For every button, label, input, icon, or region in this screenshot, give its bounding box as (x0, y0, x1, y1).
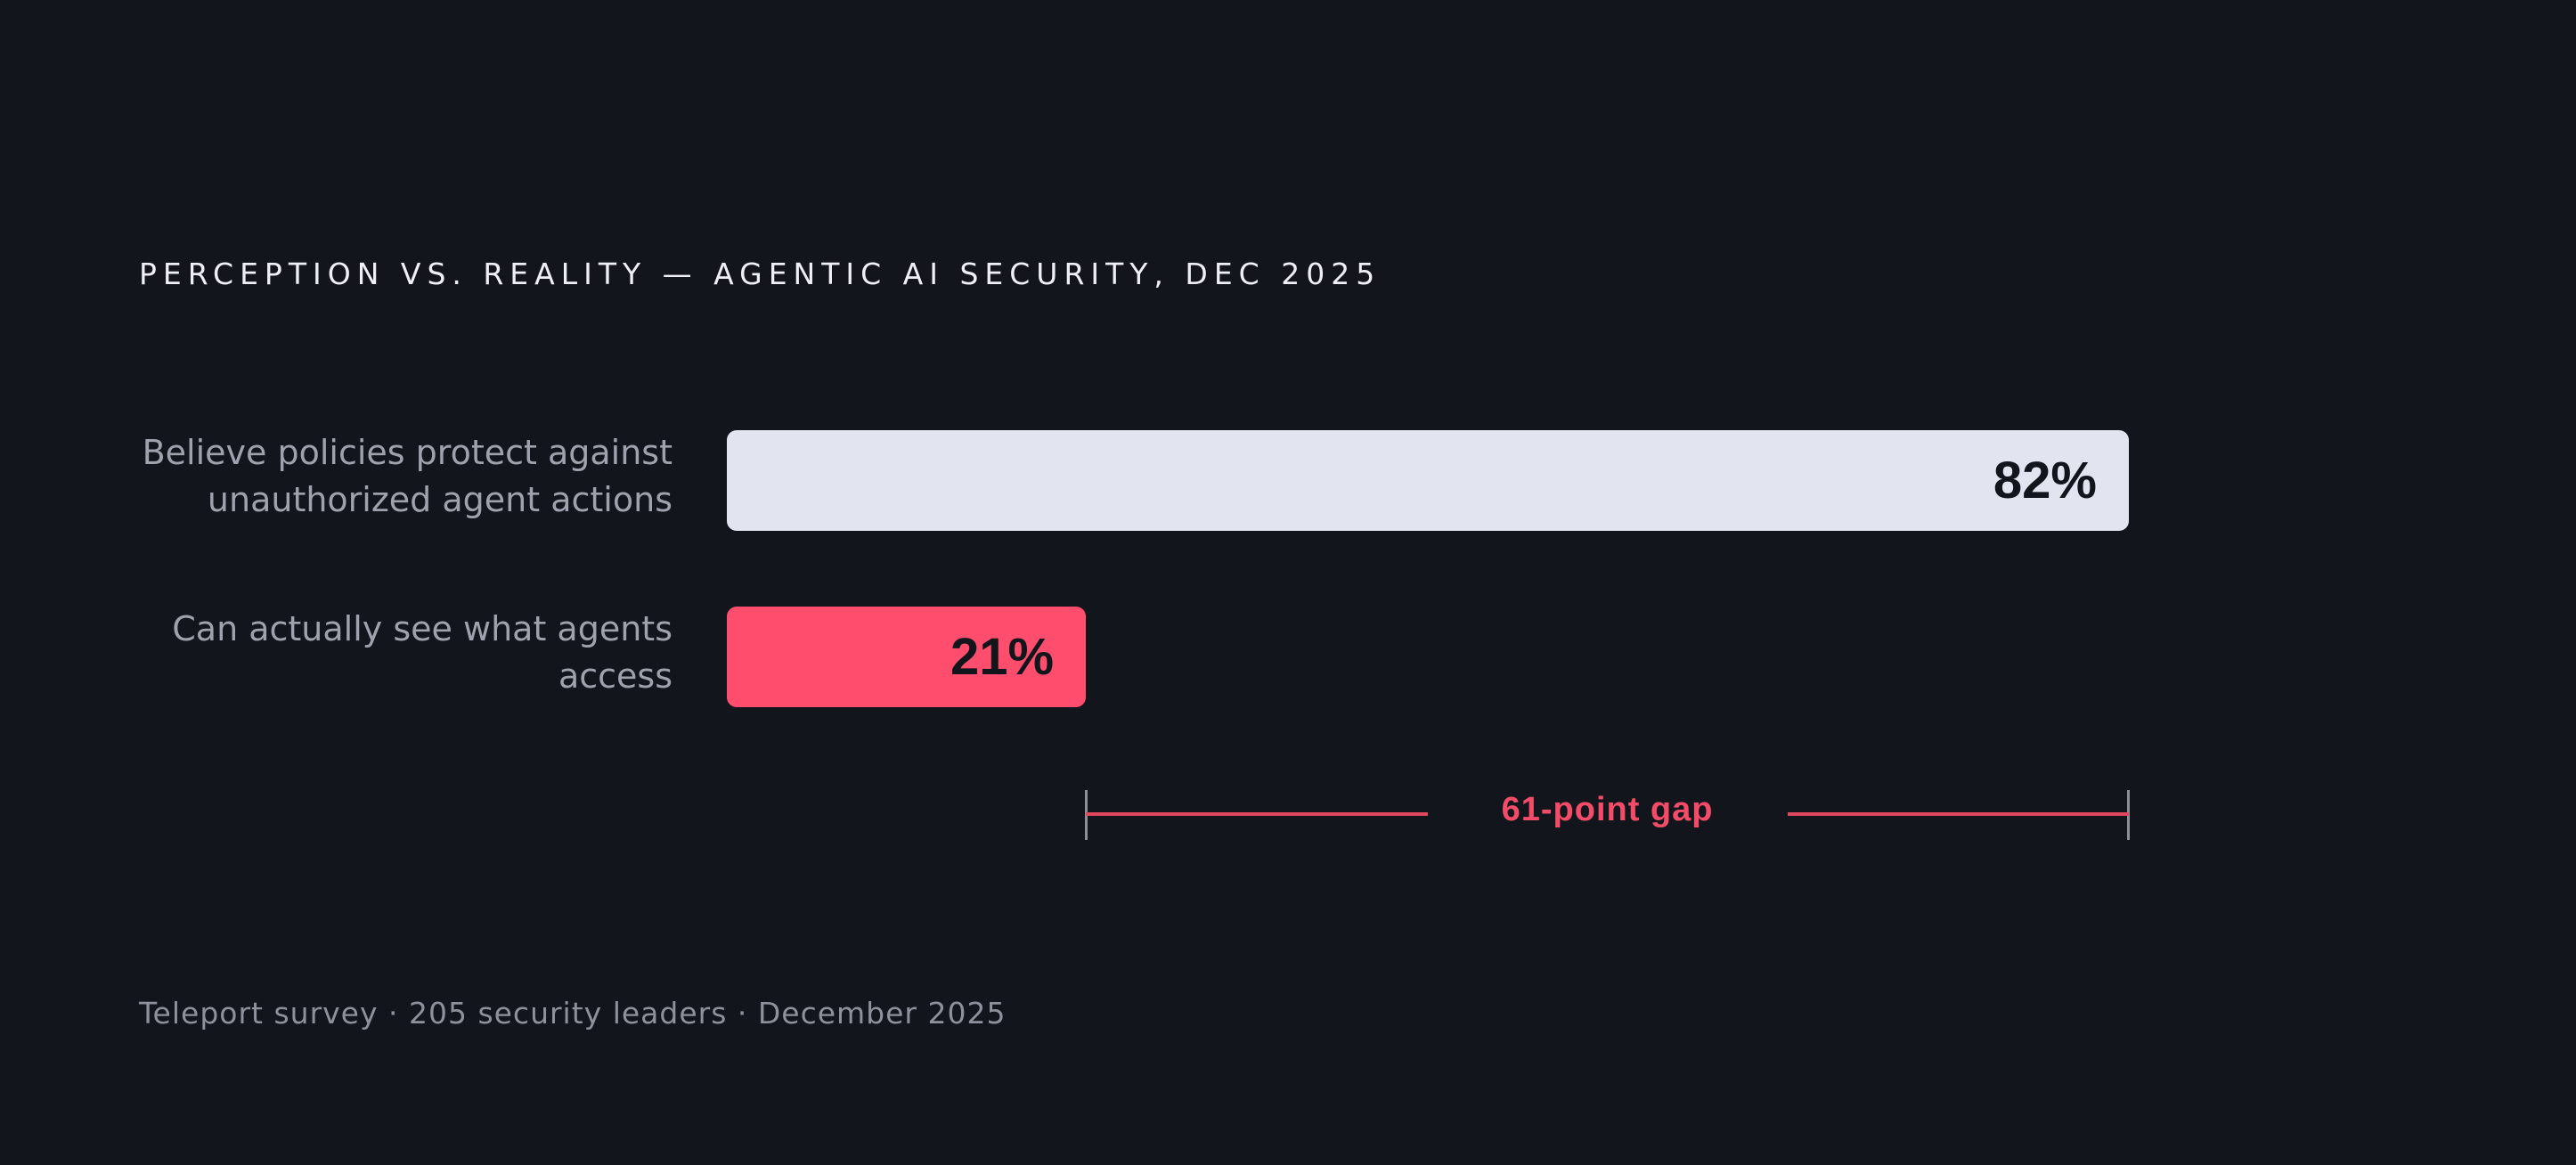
category-label: Can actually see what agents access (172, 609, 673, 696)
category-label: Believe policies protect against unautho… (142, 433, 673, 519)
data-label: 21% (950, 628, 1055, 686)
gap-line-right (1787, 812, 2129, 816)
bar: 21% (727, 607, 1087, 707)
bar: 82% (727, 430, 2129, 531)
chart-title: PERCEPTION VS. REALITY — AGENTIC AI SECU… (139, 257, 1382, 291)
gap-line-left (1086, 812, 1428, 816)
gap-label: 61-point gap (1501, 791, 1714, 828)
data-label: 82% (1993, 452, 2097, 509)
source-note: Teleport survey · 205 security leaders ·… (139, 996, 1007, 1031)
